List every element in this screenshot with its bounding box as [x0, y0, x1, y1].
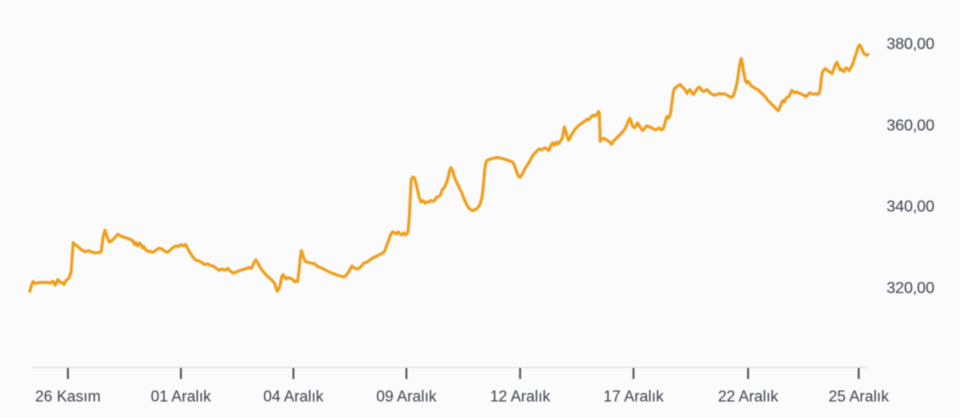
svg-text:360,00: 360,00	[887, 117, 935, 134]
svg-text:09 Aralık: 09 Aralık	[376, 389, 437, 406]
svg-text:380,00: 380,00	[887, 36, 935, 53]
svg-text:25 Aralık: 25 Aralık	[829, 389, 890, 406]
svg-text:17 Aralık: 17 Aralık	[603, 389, 664, 406]
svg-text:22 Aralık: 22 Aralık	[718, 389, 779, 406]
svg-text:320,00: 320,00	[887, 280, 935, 297]
svg-text:12 Aralık: 12 Aralık	[490, 389, 551, 406]
svg-text:340,00: 340,00	[887, 199, 935, 216]
svg-text:04 Aralık: 04 Aralık	[263, 389, 324, 406]
svg-text:26 Kasım: 26 Kasım	[35, 389, 100, 406]
svg-text:01 Aralık: 01 Aralık	[151, 389, 212, 406]
